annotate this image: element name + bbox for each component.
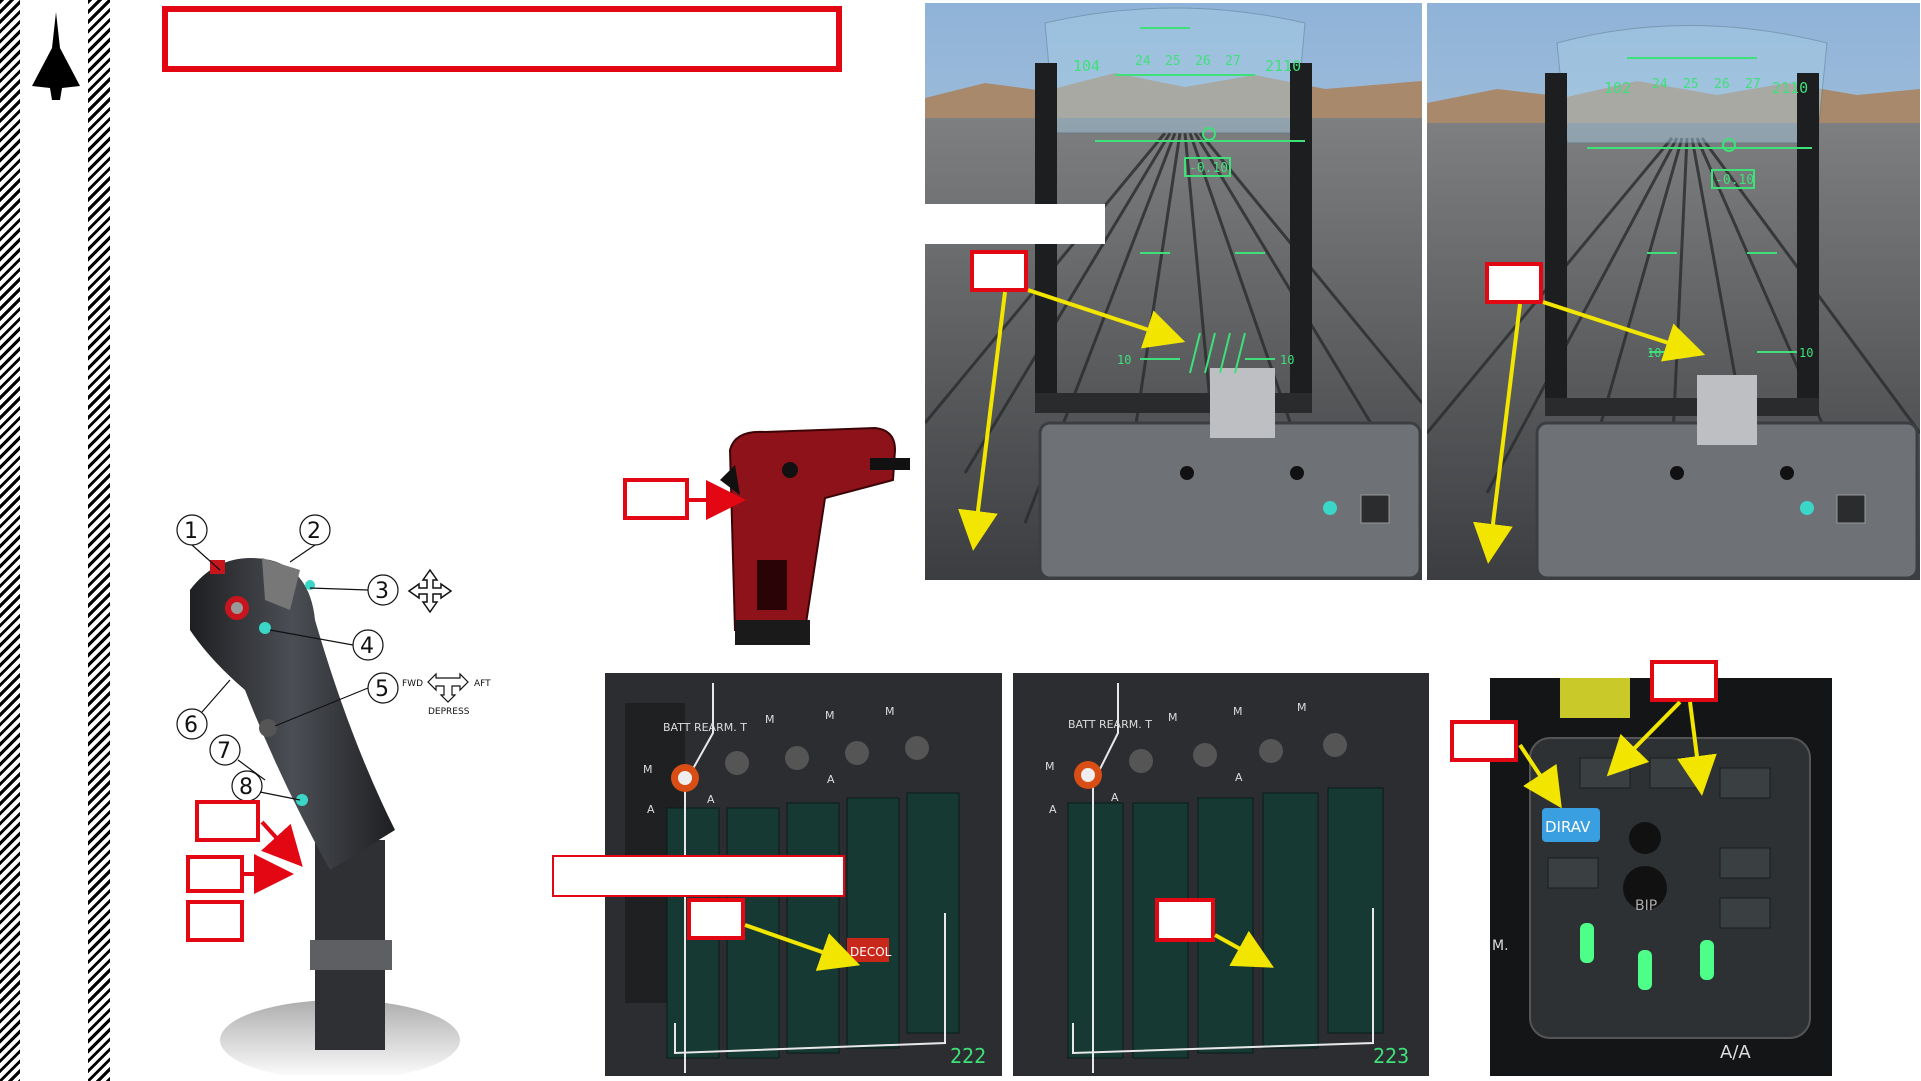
- fwd-aft-arrow-icon: [427, 672, 469, 703]
- fwd-label: FWD: [402, 679, 423, 689]
- panel-left-m-1: M: [643, 763, 653, 776]
- dira-panel-photo: DIRAV BIP M. A/A: [1490, 678, 1832, 1076]
- caution-panel-photo-mid: BATT REARM. T M M M M A A A 223: [1013, 673, 1429, 1076]
- four-way-arrow-icon: [407, 568, 453, 614]
- callout-num-4: 4: [360, 634, 374, 659]
- hud-left-pitch-right: 10: [1280, 353, 1294, 367]
- panel-mid-a-1: A: [1049, 803, 1057, 816]
- panel-left-a-1: A: [647, 803, 655, 816]
- hud-left-tick-2: 25: [1165, 54, 1181, 69]
- callout-num-6: 6: [184, 713, 198, 738]
- hud-right-vertical: -0.10: [1715, 173, 1754, 188]
- hud-right-pitch-left: 10: [1647, 346, 1661, 360]
- panel-left-decol: DECOL: [850, 945, 892, 959]
- hud-right-pitch-right: 10: [1799, 346, 1813, 360]
- panel-left-m-4: M: [885, 705, 895, 718]
- sidebar-logo: [24, 8, 88, 103]
- callout-num-3: 3: [375, 579, 389, 604]
- callout-num-1: 1: [184, 519, 198, 544]
- callout-num-5: 5: [375, 677, 389, 702]
- panel-mid-counter: 223: [1373, 1044, 1409, 1068]
- callout-box-dira-top: [1650, 660, 1718, 702]
- sidebar-hatch-right: [88, 0, 110, 1081]
- hud-right-tick-2: 25: [1683, 77, 1699, 92]
- callout-num-7: 7: [217, 739, 231, 764]
- panel-mid-m-4: M: [1297, 701, 1307, 714]
- callout-num-8: 8: [239, 775, 253, 800]
- hud-left-pitch-left: 10: [1117, 353, 1131, 367]
- callout-num-2: 2: [307, 519, 321, 544]
- callout-box-hud-right: [1485, 262, 1543, 304]
- callout-box-handle: [623, 478, 689, 520]
- callout-box-panel-left: [687, 898, 745, 940]
- callout-box-panel-mid: [1155, 898, 1215, 942]
- hud-left-speed: 104: [1073, 57, 1100, 75]
- red-handle-image: [705, 420, 910, 655]
- callout-box-throttle-3: [186, 900, 244, 942]
- panel-mid-header: BATT REARM. T: [1068, 718, 1152, 731]
- hud-right-tick-3: 26: [1714, 77, 1730, 92]
- callout-box-dira: [1450, 720, 1518, 762]
- bip-label: BIP: [1635, 898, 1657, 914]
- hud-left-tick-3: 26: [1195, 54, 1211, 69]
- hud-right-tick-1: 24: [1652, 77, 1668, 92]
- panel-left-m-3: M: [825, 709, 835, 722]
- hud-right-tick-4: 27: [1745, 77, 1761, 92]
- hud-right-altitude: 2110: [1772, 79, 1808, 97]
- dira-label: DIRAV: [1545, 818, 1591, 836]
- callout-box-hud-left-wide: [925, 204, 1105, 244]
- throttle-diagram: 1 2 3 4 5 6 7 8 FWD AFT DEPRESS: [150, 500, 510, 1080]
- hud-right-speed: 102: [1604, 79, 1631, 97]
- callout-box-throttle-1: [195, 800, 260, 842]
- delta-wing-jet-icon: [32, 12, 80, 100]
- depress-label: DEPRESS: [428, 707, 470, 717]
- panel-mid-m-3: M: [1233, 705, 1243, 718]
- hud-left-tick-4: 27: [1225, 54, 1241, 69]
- hud-photo-left: 24 25 26 27 104 2110 -0.10 10 10: [925, 3, 1422, 580]
- hud-left-vertical: -0.10: [1189, 161, 1228, 176]
- aa-label: A/A: [1720, 1042, 1751, 1063]
- panel-left-a-3: A: [827, 773, 835, 786]
- hud-left-tick-1: 24: [1135, 54, 1151, 69]
- panel-left-m-2: M: [765, 713, 775, 726]
- panel-left-header: BATT REARM. T: [663, 721, 747, 734]
- callout-box-panel-wide: [552, 855, 845, 897]
- panel-mid-a-3: A: [1235, 771, 1243, 784]
- panel-mid-m-1: M: [1045, 760, 1055, 773]
- callout-box-hud-left: [970, 250, 1028, 292]
- m-label: M.: [1492, 938, 1509, 954]
- panel-mid-m-2: M: [1168, 711, 1178, 724]
- callout-box-throttle-2: [186, 855, 244, 893]
- hud-left-altitude: 2110: [1265, 57, 1301, 75]
- panel-left-counter: 222: [950, 1044, 986, 1068]
- title-box: [162, 6, 842, 72]
- aft-label: AFT: [474, 679, 491, 689]
- panel-mid-a-2: A: [1111, 791, 1119, 804]
- panel-left-a-2: A: [707, 793, 715, 806]
- sidebar-hatch-left: [0, 0, 20, 1081]
